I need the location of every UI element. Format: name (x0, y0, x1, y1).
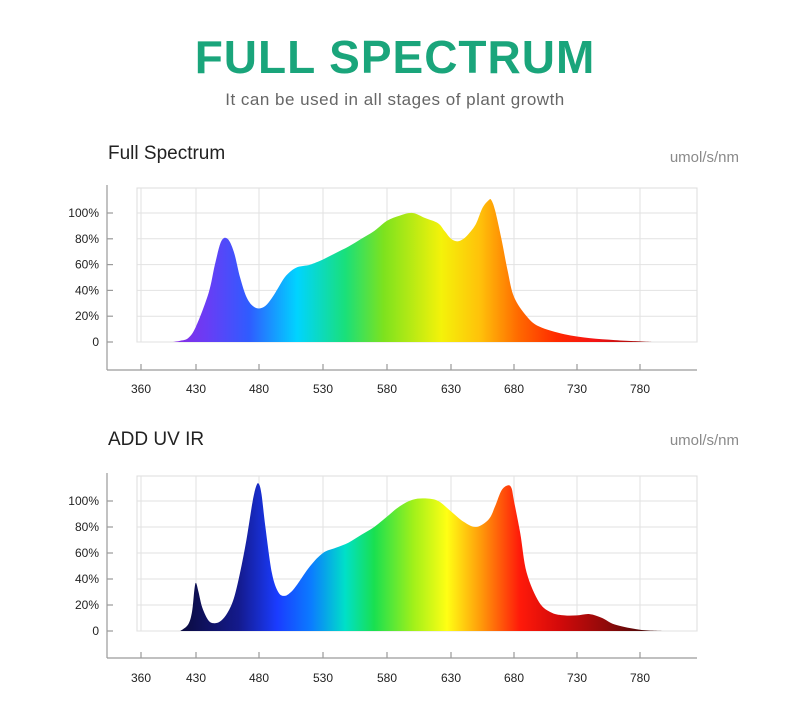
x-tick-label: 780 (630, 671, 650, 685)
chart-2-unit: umol/s/nm (669, 432, 739, 449)
y-tick-label: 20% (75, 309, 99, 323)
y-tick-label: 80% (75, 232, 99, 246)
x-tick-label: 480 (249, 671, 269, 685)
page-title: FULL SPECTRUM (194, 31, 596, 83)
x-tick-label: 730 (567, 671, 587, 685)
y-tick-label: 20% (75, 598, 99, 612)
y-tick-label: 0 (92, 335, 99, 349)
x-tick-label: 580 (377, 382, 397, 396)
chart-1-title: Full Spectrum (108, 143, 226, 164)
x-tick-label: 630 (441, 671, 461, 685)
y-tick-label: 0 (92, 624, 99, 638)
x-tick-label: 430 (186, 671, 206, 685)
x-tick-label: 530 (313, 671, 333, 685)
x-tick-label: 680 (504, 382, 524, 396)
chart-full-spectrum: 0 20% 40% 60% 80% 100% 360 430 480 530 580 630 680 73… (68, 185, 698, 396)
x-tick-label: 360 (131, 382, 151, 396)
y-tick-label: 40% (75, 572, 99, 586)
x-tick-label: 430 (186, 382, 206, 396)
spectrum-area (180, 483, 666, 631)
x-tick-label: 680 (504, 671, 524, 685)
x-tick-label: 360 (131, 671, 151, 685)
page-subtitle: It can be used in all stages of plant gr… (225, 90, 565, 109)
chart-2-title: ADD UV IR (108, 429, 205, 450)
y-tick-label: 40% (75, 283, 99, 297)
x-tick-label: 730 (567, 382, 587, 396)
x-tick-label: 780 (630, 382, 650, 396)
y-tick-label: 100% (68, 206, 99, 220)
y-tick-label: 80% (75, 520, 99, 534)
spectrum-area (172, 198, 653, 342)
x-tick-label: 630 (441, 382, 461, 396)
x-tick-label: 480 (249, 382, 269, 396)
y-tick-label: 60% (75, 258, 99, 272)
x-tick-label: 580 (377, 671, 397, 685)
y-tick-label: 100% (68, 494, 99, 508)
x-tick-label: 530 (313, 382, 333, 396)
chart-1-unit: umol/s/nm (669, 149, 739, 166)
y-tick-label: 60% (75, 546, 99, 560)
